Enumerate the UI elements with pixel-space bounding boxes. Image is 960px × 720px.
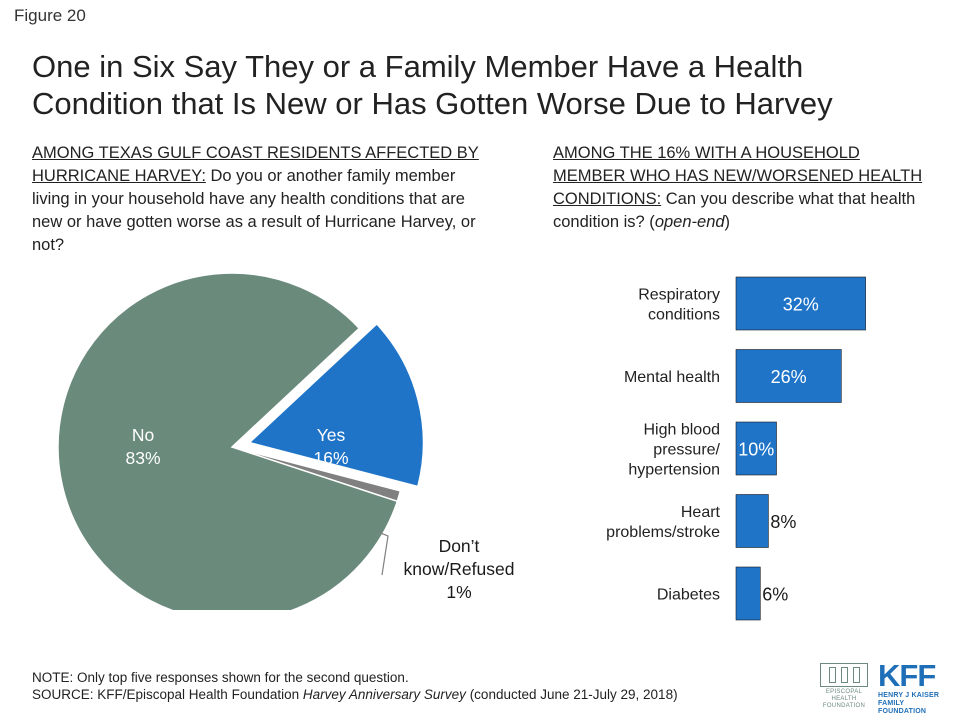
bar-category-label-2: Mental health bbox=[624, 369, 720, 386]
page-title: One in Six Say They or a Family Member H… bbox=[32, 49, 833, 121]
bar-category-label-1: Respiratory conditions bbox=[638, 287, 720, 324]
right-question: AMONG THE 16% WITH A HOUSEHOLD MEMBER WH… bbox=[553, 142, 933, 234]
kff-logo-mark: KFF bbox=[878, 658, 936, 693]
right-question-italic: open-end bbox=[654, 213, 725, 231]
bar-3 bbox=[735, 421, 777, 476]
pie-label-dont-know: Don’t know/Refused 1% bbox=[404, 536, 515, 602]
left-question-header: AMONG TEXAS GULF COAST RESIDENTS AFFECTE… bbox=[32, 144, 479, 185]
dont-know-leader-line bbox=[377, 531, 389, 576]
pie-label-no: No 83% bbox=[125, 425, 160, 468]
bar-value-label-3: 10% bbox=[738, 440, 774, 460]
right-question-text: Can you describe what that health condit… bbox=[553, 190, 916, 231]
bar-chart: Respiratory conditions 32% Mental health 26%… bbox=[606, 276, 866, 621]
pie-slice-no bbox=[57, 272, 399, 610]
bar-value-label-5: 6% bbox=[762, 585, 788, 605]
bar-category-label-5: Diabetes bbox=[657, 587, 720, 604]
ehf-logo: EPISCOPAL HEALTH FOUNDATION bbox=[816, 663, 872, 711]
bar-1 bbox=[735, 276, 866, 331]
footer-source: SOURCE: KFF/Episcopal Health Foundation … bbox=[32, 686, 678, 703]
pie-slice-yes bbox=[247, 322, 425, 488]
ehf-logo-mark-icon bbox=[820, 663, 868, 687]
bar-value-label-1: 32% bbox=[783, 295, 819, 315]
bar-2 bbox=[735, 349, 842, 403]
source-italic: Harvey Anniversary Survey bbox=[302, 687, 466, 702]
pie-label-yes: Yes 16% bbox=[313, 425, 348, 468]
kff-logo: KFF HENRY J KAISER FAMILY FOUNDATION bbox=[878, 660, 954, 716]
footer-note: NOTE: Only top five responses shown for … bbox=[32, 670, 409, 685]
source-prefix: SOURCE: KFF/Episcopal Health Foundation bbox=[32, 687, 303, 702]
right-question-text-end: ) bbox=[724, 213, 731, 231]
bar-category-label-3: High blood pressure/hypertension bbox=[628, 422, 720, 479]
figure-label: Figure 20 bbox=[14, 6, 86, 25]
pie-chart: No 83% Yes 16% Don’t know/Refused 1% bbox=[57, 272, 515, 610]
source-suffix: (conducted June 21-July 29, 2018) bbox=[465, 687, 678, 702]
bar-value-label-2: 26% bbox=[771, 367, 807, 387]
left-question: AMONG TEXAS GULF COAST RESIDENTS AFFECTE… bbox=[32, 142, 487, 257]
footer: NOTE: Only top five responses shown for … bbox=[32, 669, 678, 703]
kff-logo-text: HENRY J KAISER FAMILY FOUNDATION bbox=[878, 692, 940, 715]
bar-4 bbox=[735, 494, 769, 548]
ehf-logo-text: EPISCOPAL HEALTH FOUNDATION bbox=[822, 689, 866, 709]
bar-value-label-4: 8% bbox=[770, 512, 796, 532]
bar-5 bbox=[735, 566, 761, 621]
left-question-text: Do you or another family member living i… bbox=[32, 167, 476, 254]
bar-category-label-4: Heart problems/stroke bbox=[606, 504, 720, 541]
right-question-header: AMONG THE 16% WITH A HOUSEHOLD MEMBER WH… bbox=[553, 144, 923, 208]
